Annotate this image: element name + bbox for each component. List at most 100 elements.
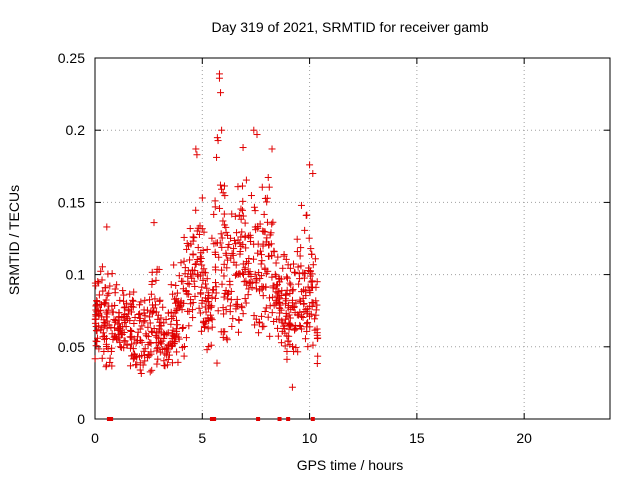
data-point [254, 222, 262, 230]
data-point [239, 144, 247, 152]
data-point [212, 289, 220, 297]
data-point [309, 341, 317, 349]
data-point [198, 194, 206, 202]
data-point [196, 272, 204, 280]
data-point [218, 126, 226, 134]
data-point [146, 296, 154, 304]
data-point [281, 300, 289, 308]
data-point [169, 326, 177, 334]
data-point [189, 250, 197, 258]
data-point [236, 250, 244, 258]
data-point [222, 223, 230, 231]
data-point [268, 309, 276, 317]
data-point [105, 289, 113, 297]
data-point [148, 268, 156, 276]
data-point [150, 304, 158, 312]
data-point [256, 274, 264, 282]
data-point [141, 357, 149, 365]
data-point [313, 360, 321, 368]
data-point [177, 259, 185, 267]
data-point [281, 342, 289, 350]
zero-value-point [256, 417, 261, 421]
data-point [197, 327, 205, 335]
data-point [137, 298, 145, 306]
data-point [275, 294, 283, 302]
data-point [314, 352, 322, 360]
data-point [208, 234, 216, 242]
data-point [303, 327, 311, 335]
data-point [268, 145, 276, 153]
data-point [157, 314, 165, 322]
x-axis-label: GPS time / hours [297, 457, 404, 473]
data-point [165, 342, 173, 350]
data-point [171, 309, 179, 317]
data-point [229, 315, 237, 323]
data-point [155, 339, 163, 347]
data-point [257, 260, 265, 268]
data-point [205, 291, 213, 299]
data-point [153, 347, 161, 355]
data-point [301, 226, 309, 234]
data-point [258, 285, 266, 293]
data-point [230, 258, 238, 266]
data-point [286, 320, 294, 328]
data-point [196, 222, 204, 230]
data-point [200, 268, 208, 276]
data-point [265, 240, 273, 248]
data-point [278, 275, 286, 283]
data-point [305, 267, 313, 275]
data-point [269, 293, 277, 301]
data-point [307, 245, 315, 253]
data-point [160, 331, 168, 339]
data-point [100, 318, 108, 326]
data-point [191, 260, 199, 268]
data-point [274, 332, 282, 340]
data-point [179, 323, 187, 331]
data-point [230, 237, 238, 245]
data-point [154, 355, 162, 363]
data-point [111, 289, 119, 297]
data-point [291, 269, 299, 277]
data-point [179, 277, 187, 285]
data-point [247, 192, 255, 200]
data-point [208, 323, 216, 331]
data-point [115, 325, 123, 333]
data-point [168, 315, 176, 323]
data-point [163, 361, 171, 369]
x-tick-label: 10 [302, 430, 318, 446]
data-point [108, 308, 116, 316]
data-point [280, 250, 288, 258]
data-point [93, 338, 101, 346]
data-point [187, 300, 195, 308]
data-point [296, 296, 304, 304]
data-point [129, 297, 137, 305]
data-point [243, 258, 251, 266]
data-point [200, 322, 208, 330]
data-point [226, 281, 234, 289]
data-point [120, 304, 128, 312]
data-point [306, 323, 314, 331]
data-point [136, 314, 144, 322]
data-point [295, 280, 303, 288]
data-point [263, 234, 271, 242]
data-point [98, 354, 106, 362]
data-point [126, 344, 134, 352]
data-point [120, 337, 128, 345]
data-point [267, 229, 275, 237]
data-point [139, 361, 147, 369]
data-point [284, 261, 292, 269]
data-point [283, 355, 291, 363]
data-point [254, 240, 262, 248]
data-point [220, 260, 228, 268]
data-point [195, 230, 203, 238]
data-point [177, 301, 185, 309]
data-point [309, 283, 317, 291]
data-point [193, 151, 201, 159]
data-point [238, 304, 246, 312]
data-point [223, 264, 231, 272]
data-point [286, 279, 294, 287]
data-point [289, 286, 297, 294]
data-point [205, 343, 213, 351]
data-point [164, 355, 172, 363]
data-point [100, 348, 108, 356]
